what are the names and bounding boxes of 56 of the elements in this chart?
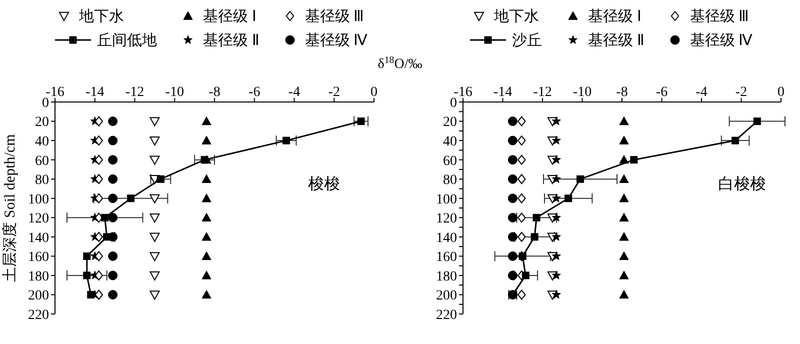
x-axis-title: δ$^{18}$O/‰: [378, 54, 422, 72]
x-tick-label: -4: [696, 85, 708, 100]
y-tick-label: 200: [436, 288, 457, 304]
y-tick-label: 0: [450, 96, 457, 111]
x-tick-label: -6: [248, 85, 260, 100]
y-tick-label: 160: [28, 250, 49, 266]
x-tick-label: -2: [735, 85, 748, 100]
legend-label: 地下水: [79, 8, 124, 26]
legend-label: 基径级 Ⅳ: [690, 32, 752, 50]
y-tick-label: 140: [28, 230, 49, 246]
y-tick-label: 40: [35, 134, 49, 150]
y-tick-label: 180: [436, 269, 457, 284]
y-tick-label: 120: [28, 212, 49, 227]
y-tick-label: 160: [436, 250, 457, 266]
y-tick-label: 0: [42, 96, 49, 111]
x-tick-label: -8: [616, 85, 628, 100]
x-tick-label: -4: [288, 85, 300, 100]
legend-label: 基径级 Ⅰ: [203, 8, 256, 26]
legend-label: 沙丘: [512, 32, 542, 50]
y-tick-label: 60: [35, 154, 49, 169]
x-tick-label: 0: [370, 85, 378, 100]
legend-label: 丘间低地: [97, 32, 157, 50]
annotation: 梭梭: [308, 175, 340, 195]
legend-label: 基径级 Ⅲ: [690, 8, 748, 26]
x-tick-label: -8: [208, 85, 220, 100]
legend-label: 基径级 Ⅱ: [588, 32, 644, 50]
y-tick-label: 200: [28, 288, 49, 304]
y-tick-label: 40: [443, 134, 457, 150]
x-tick-label: -10: [572, 85, 592, 100]
y-tick-label: 180: [28, 269, 49, 284]
x-tick-label: -6: [656, 85, 668, 100]
y-tick-label: 20: [35, 115, 49, 130]
x-tick-label: -14: [493, 85, 512, 100]
x-tick-label: -12: [125, 85, 144, 100]
y-tick-label: 20: [443, 115, 457, 130]
x-tick-label: -14: [86, 85, 104, 100]
x-tick-label: 0: [778, 85, 784, 100]
y-tick-label: 100: [28, 192, 49, 208]
y-tick-label: 220: [436, 308, 457, 323]
legend-label: 基径级 Ⅰ: [588, 8, 641, 26]
legend-label: 基径级 Ⅳ: [304, 32, 368, 50]
x-tick-label: -2: [328, 85, 340, 100]
legend-label: 基径级 Ⅱ: [203, 32, 259, 50]
y-axis-title: 土层深度 Soil depth/cm: [1, 134, 18, 282]
legend-label: 基径级 Ⅲ: [304, 8, 364, 26]
y-tick-label: 120: [436, 212, 457, 227]
x-tick-label: -12: [533, 85, 552, 100]
y-tick-label: 80: [35, 173, 49, 188]
y-tick-label: 220: [28, 308, 49, 323]
legend-label: 地下水: [494, 8, 539, 26]
annotation: 白梭梭: [718, 175, 766, 195]
y-tick-label: 80: [443, 173, 457, 188]
y-tick-label: 140: [436, 230, 457, 246]
y-tick-label: 100: [436, 192, 457, 208]
x-tick-label: -10: [165, 85, 184, 100]
y-tick-label: 60: [443, 154, 457, 169]
